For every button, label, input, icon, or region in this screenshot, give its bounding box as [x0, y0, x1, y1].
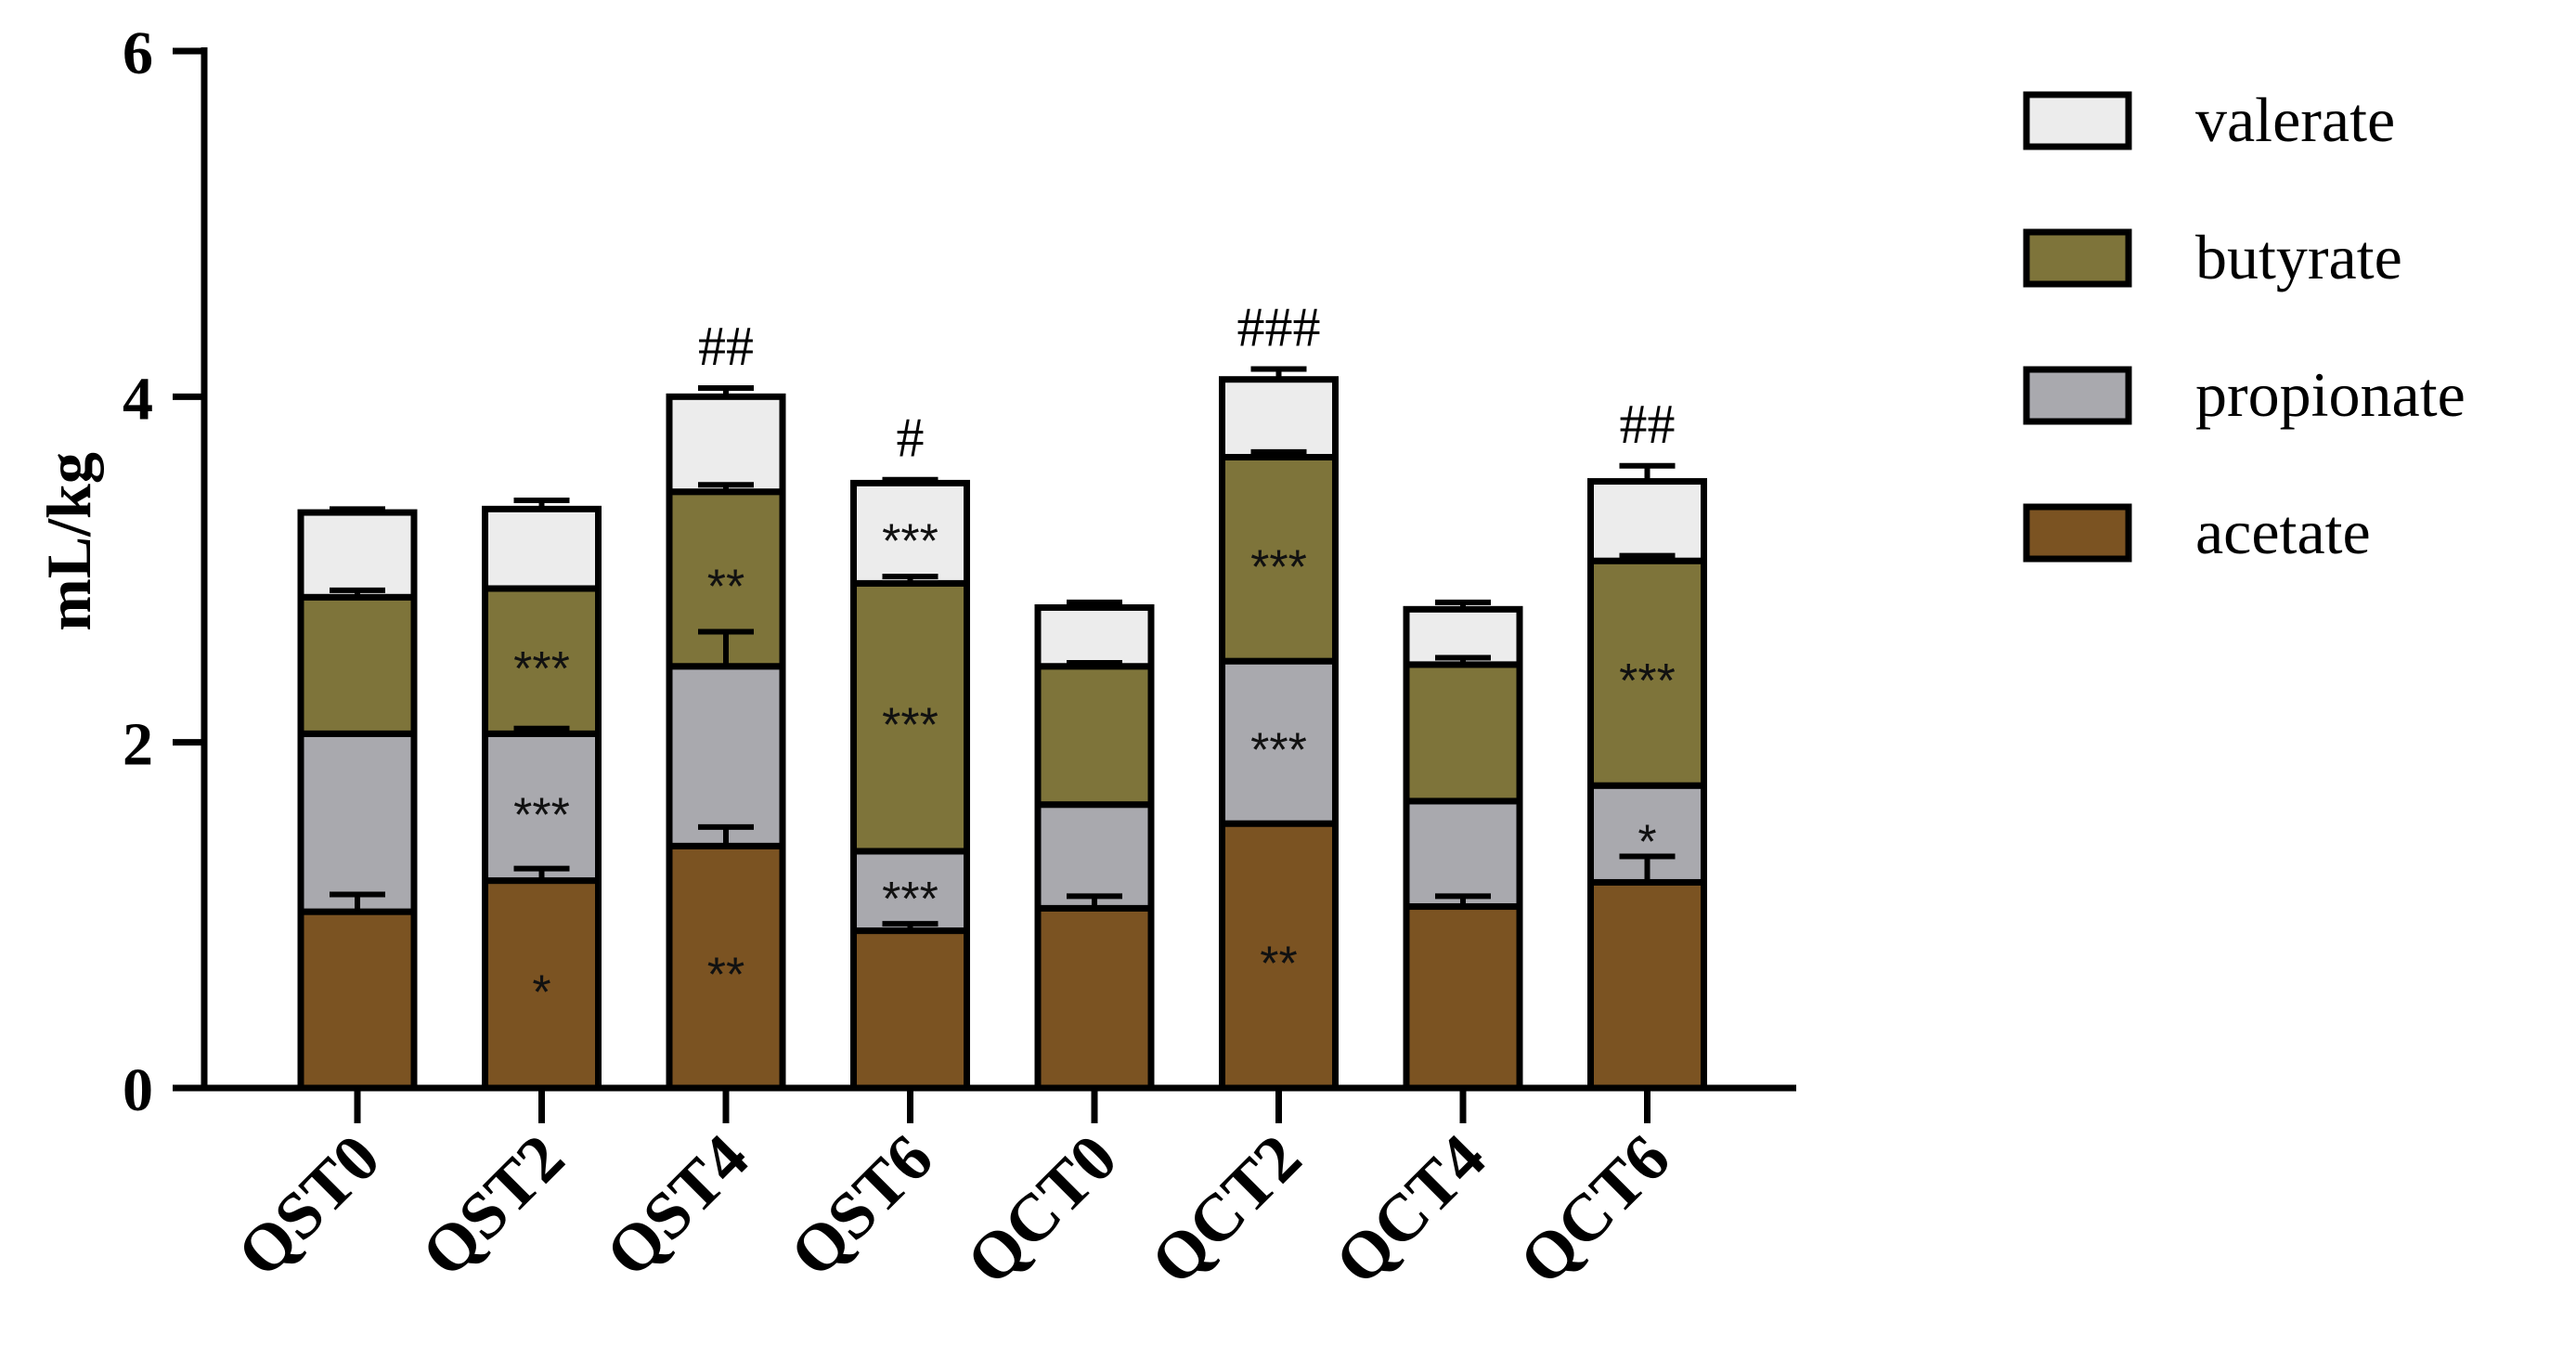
- bar-segment-butyrate-QCT4: [1403, 661, 1523, 805]
- bar-group-QCT0: [1034, 599, 1155, 1092]
- significance-butyrate-QCT6: ***: [1619, 654, 1676, 708]
- bar-segment-acetate-QCT4: [1403, 903, 1523, 1092]
- bar-segment-propionate-QCT0: [1034, 801, 1155, 912]
- significance-butyrate-QST6: ***: [882, 699, 938, 753]
- legend-swatch-valerate: [2023, 91, 2132, 150]
- legend-item-acetate: acetate: [2023, 497, 2371, 567]
- group-significance-QST4: ##: [698, 316, 754, 377]
- bar-segment-valerate-QST0: [297, 509, 418, 601]
- bar-segment-propionate-QCT2: [1219, 657, 1339, 827]
- bar-segment-butyrate-QCT0: [1034, 663, 1155, 809]
- significance-propionate-QST6: ***: [882, 873, 938, 926]
- bar-segment-acetate-QCT6: [1587, 878, 1707, 1092]
- legend-swatch-propionate: [2023, 366, 2132, 425]
- x-tick-label-QST2: QST2: [408, 1120, 578, 1291]
- bar-segment-valerate-QCT0: [1034, 603, 1155, 670]
- bar-segment-propionate-QST2: [482, 730, 602, 885]
- x-tick-label-QST4: QST4: [591, 1120, 762, 1291]
- bar-group-QST4: ** ** ##: [666, 316, 786, 1092]
- y-tick-label-2: 2: [123, 711, 153, 779]
- legend-label-valerate: valerate: [2195, 84, 2395, 155]
- significance-butyrate-QST4: **: [707, 561, 744, 615]
- bar-segment-propionate-QST4: [666, 663, 786, 849]
- significance-butyrate-QST2: ***: [513, 642, 570, 696]
- x-tick-label-QCT6: QCT6: [1505, 1120, 1683, 1299]
- bar-group-QCT6: ****##: [1587, 394, 1707, 1092]
- x-tick-label-QCT0: QCT0: [952, 1120, 1131, 1299]
- y-tick-label-4: 4: [123, 365, 153, 433]
- group-significance-QCT6: ##: [1620, 394, 1676, 455]
- bar-group-QST2: *******: [482, 498, 602, 1092]
- legend-item-propionate: propionate: [2023, 359, 2466, 430]
- legend-label-acetate: acetate: [2195, 497, 2371, 567]
- significance-butyrate-QCT2: ***: [1250, 540, 1307, 594]
- plot-area: ***********##*********#********###****##: [297, 297, 1707, 1092]
- bar-group-QCT4: [1403, 599, 1523, 1092]
- bar-segment-valerate-QCT6: [1587, 478, 1707, 564]
- legend-item-valerate: valerate: [2023, 84, 2395, 155]
- legend-swatch-acetate: [2023, 503, 2132, 563]
- x-tick-label-QCT4: QCT4: [1321, 1120, 1499, 1299]
- bar-segment-propionate-QST0: [297, 730, 418, 915]
- bar-segment-valerate-QCT2: [1219, 376, 1339, 460]
- x-tick-label-QST0: QST0: [223, 1120, 394, 1291]
- legend-item-butyrate: butyrate: [2023, 222, 2402, 292]
- y-tick-label-0: 0: [123, 1056, 153, 1124]
- x-tick-label-QCT2: QCT2: [1136, 1120, 1314, 1299]
- x-tick-label-QST6: QST6: [776, 1120, 947, 1291]
- bar-group-QST6: *** *** *** #: [850, 408, 970, 1092]
- significance-acetate-QST4: **: [707, 949, 744, 1003]
- bar-segment-acetate-QST0: [297, 908, 418, 1092]
- bar-segment-propionate-QCT4: [1403, 797, 1523, 911]
- significance-acetate-QCT2: **: [1260, 938, 1297, 991]
- bar-group-QST0: [297, 506, 418, 1092]
- bar-segment-valerate-QST6: [850, 479, 970, 587]
- bar-segment-butyrate-QST0: [297, 593, 418, 737]
- significance-propionate-QCT6: *: [1638, 815, 1656, 869]
- bar-segment-valerate-QST2: [482, 505, 602, 592]
- bar-segment-butyrate-QST2: [482, 585, 602, 737]
- bar-segment-acetate-QCT2: [1219, 820, 1339, 1092]
- significance-propionate-QCT2: ***: [1250, 724, 1307, 778]
- bar-segment-acetate-QST6: [850, 927, 970, 1092]
- bar-group-QCT2: ********###: [1219, 297, 1339, 1092]
- significance-propionate-QST2: ***: [513, 788, 570, 842]
- significance-acetate-QST2: *: [532, 965, 550, 1019]
- y-axis-label: mL/kg: [33, 452, 104, 631]
- y-tick-label-6: 6: [123, 19, 153, 87]
- bar-segment-valerate-QST4: [666, 393, 786, 496]
- legend-swatch-butyrate: [2023, 228, 2132, 288]
- bar-segment-acetate-QCT0: [1034, 904, 1155, 1092]
- bar-segment-butyrate-QST6: [850, 579, 970, 855]
- legend-label-butyrate: butyrate: [2195, 222, 2402, 292]
- legend-label-propionate: propionate: [2195, 359, 2466, 430]
- significance-valerate-QST6: ***: [882, 514, 938, 568]
- legend: valerate butyrate propionate acetate: [2023, 84, 2466, 567]
- group-significance-QST6: #: [897, 408, 925, 469]
- group-significance-QCT2: ###: [1237, 297, 1321, 358]
